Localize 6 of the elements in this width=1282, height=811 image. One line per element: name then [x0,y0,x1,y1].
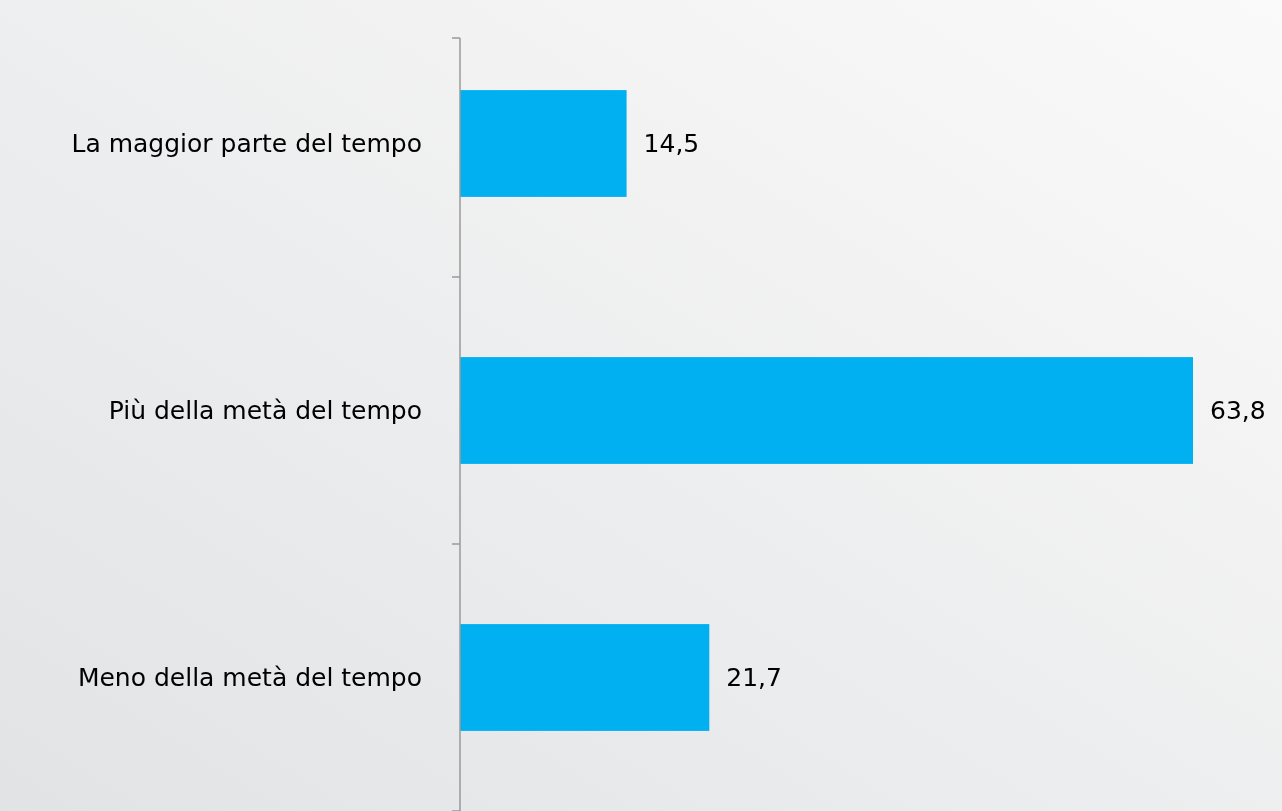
data-label: 14,5 [643,129,700,158]
data-label: 21,7 [726,663,782,692]
data-label: 63,8 [1210,396,1266,425]
y-tick-label: Più della metà del tempo [108,396,422,425]
y-tick-label: La maggior parte del tempo [71,129,422,158]
y-tick-label: Meno della metà del tempo [77,663,422,692]
